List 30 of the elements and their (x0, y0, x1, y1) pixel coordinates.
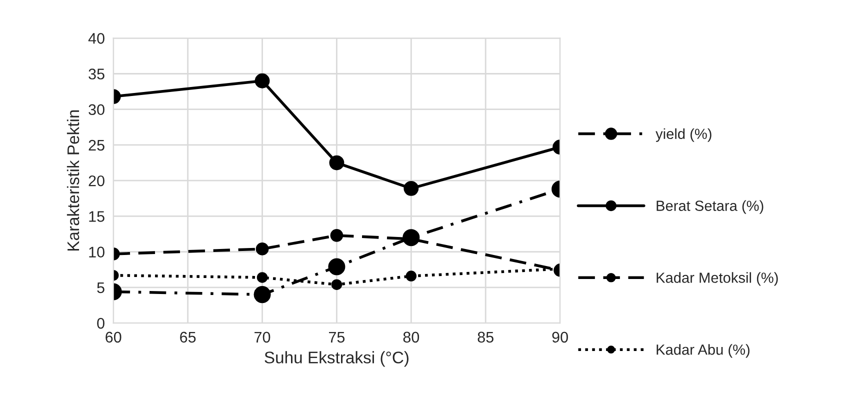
y-tick-label: 20 (88, 175, 104, 186)
y-tick-label: 15 (89, 211, 104, 222)
x-tick-label: 80 (403, 332, 420, 343)
y-tick-label: 30 (88, 104, 104, 116)
point (404, 180, 419, 196)
x-tick-label: 70 (254, 332, 270, 343)
y-tick-label: 40 (88, 32, 104, 44)
x-tick-label: 65 (180, 332, 196, 343)
legend-label: yield (%) (656, 128, 712, 142)
x-axis-title: Suhu Ekstraksi (°C) (264, 351, 408, 367)
y-axis-title: Karakteristik Pektin (66, 110, 80, 251)
x-tick-label: 90 (552, 332, 568, 343)
point (254, 73, 270, 88)
x-tick-label: 60 (106, 332, 122, 343)
legend-label: Kadar Abu (%) (656, 344, 750, 358)
point (328, 258, 346, 276)
x-tick-label: 75 (328, 332, 345, 343)
y-tick-label: 5 (97, 282, 104, 294)
point (256, 272, 268, 283)
y-tick-label: 10 (89, 246, 104, 258)
legend-label: Berat Setara (%) (656, 200, 764, 214)
point (254, 286, 271, 304)
y-tick-label: 25 (88, 140, 104, 151)
point (329, 155, 344, 170)
point (331, 279, 342, 290)
legend-label: Kadar Metoksil (%) (656, 272, 778, 286)
point (406, 270, 417, 282)
y-tick-label: 0 (97, 318, 104, 329)
y-tick-label: 35 (88, 68, 104, 80)
x-tick-label: 85 (478, 332, 494, 343)
